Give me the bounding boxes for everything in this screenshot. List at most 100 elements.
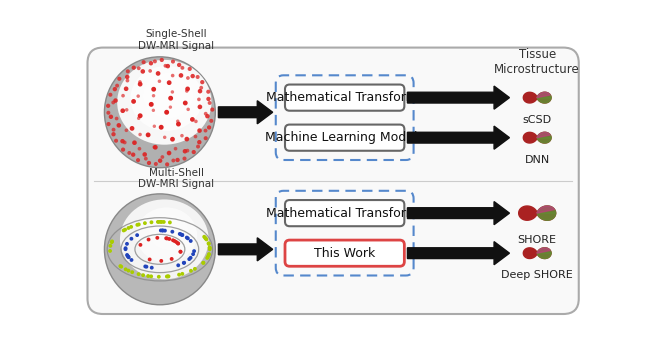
Circle shape	[207, 241, 211, 245]
Circle shape	[113, 98, 118, 103]
Circle shape	[127, 269, 131, 272]
Circle shape	[138, 243, 142, 247]
Circle shape	[165, 162, 169, 166]
Circle shape	[203, 237, 207, 240]
Circle shape	[153, 145, 156, 149]
Circle shape	[120, 108, 125, 113]
Circle shape	[176, 241, 179, 245]
Circle shape	[205, 237, 209, 241]
Circle shape	[142, 152, 147, 157]
Circle shape	[159, 125, 164, 130]
Circle shape	[191, 252, 195, 256]
Circle shape	[181, 66, 185, 70]
Circle shape	[124, 246, 127, 250]
Circle shape	[196, 145, 200, 149]
Circle shape	[185, 89, 188, 93]
Ellipse shape	[153, 79, 186, 109]
Circle shape	[179, 73, 183, 78]
Text: Deep SHORE: Deep SHORE	[501, 270, 573, 280]
Circle shape	[189, 269, 193, 273]
Circle shape	[161, 228, 164, 232]
Circle shape	[121, 147, 125, 152]
Circle shape	[156, 71, 161, 76]
Text: Machine Learning Models: Machine Learning Models	[265, 131, 424, 144]
Circle shape	[164, 110, 169, 115]
Circle shape	[194, 120, 198, 123]
Circle shape	[205, 114, 210, 118]
Circle shape	[209, 119, 213, 123]
Circle shape	[142, 60, 146, 64]
Circle shape	[166, 275, 170, 278]
Circle shape	[188, 67, 192, 71]
Circle shape	[206, 97, 211, 101]
Circle shape	[178, 232, 182, 236]
Text: Mathematical Transforms: Mathematical Transforms	[266, 207, 424, 219]
Circle shape	[138, 113, 142, 118]
Polygon shape	[218, 238, 273, 261]
Circle shape	[127, 255, 131, 259]
Circle shape	[138, 82, 142, 87]
Circle shape	[171, 59, 175, 64]
Circle shape	[166, 275, 170, 278]
Circle shape	[129, 258, 133, 262]
Circle shape	[125, 253, 129, 257]
Polygon shape	[537, 92, 550, 98]
Circle shape	[144, 157, 148, 161]
Circle shape	[160, 58, 164, 62]
Circle shape	[183, 101, 188, 105]
Circle shape	[138, 133, 142, 136]
FancyBboxPatch shape	[88, 48, 578, 314]
Circle shape	[183, 156, 187, 161]
Circle shape	[208, 246, 212, 250]
Ellipse shape	[105, 57, 215, 168]
Text: Tissue
Microstructure: Tissue Microstructure	[494, 48, 580, 76]
Circle shape	[120, 265, 123, 268]
Circle shape	[204, 112, 207, 116]
Circle shape	[141, 273, 145, 277]
Circle shape	[112, 87, 117, 91]
Text: Multi-Shell
DW-MRI Signal: Multi-Shell DW-MRI Signal	[138, 168, 214, 189]
Circle shape	[112, 128, 116, 132]
Circle shape	[157, 220, 161, 224]
Circle shape	[136, 158, 140, 162]
Circle shape	[149, 61, 153, 66]
Circle shape	[187, 257, 191, 261]
Circle shape	[148, 69, 152, 73]
Circle shape	[185, 149, 189, 153]
Circle shape	[109, 244, 112, 248]
Circle shape	[154, 162, 158, 166]
Circle shape	[192, 150, 196, 154]
Circle shape	[200, 86, 203, 90]
Circle shape	[160, 220, 164, 224]
Ellipse shape	[120, 199, 209, 279]
Circle shape	[163, 136, 166, 139]
Circle shape	[187, 108, 190, 111]
Circle shape	[169, 106, 172, 109]
Circle shape	[168, 237, 172, 241]
Circle shape	[107, 111, 111, 115]
Circle shape	[183, 149, 187, 154]
Circle shape	[197, 128, 202, 133]
Ellipse shape	[143, 73, 193, 118]
Circle shape	[109, 115, 113, 119]
Circle shape	[177, 63, 181, 67]
Circle shape	[117, 77, 122, 81]
Circle shape	[161, 155, 164, 159]
Circle shape	[131, 66, 136, 70]
Ellipse shape	[131, 66, 203, 131]
Circle shape	[177, 273, 181, 277]
Circle shape	[203, 236, 207, 240]
Circle shape	[136, 66, 140, 70]
Circle shape	[127, 151, 131, 155]
Circle shape	[171, 238, 175, 242]
Circle shape	[150, 275, 153, 278]
Circle shape	[210, 107, 215, 112]
Circle shape	[192, 249, 196, 253]
Circle shape	[131, 99, 136, 104]
Circle shape	[174, 147, 177, 150]
Circle shape	[153, 125, 156, 128]
Circle shape	[185, 137, 189, 141]
Circle shape	[208, 101, 212, 105]
Circle shape	[176, 122, 181, 126]
Ellipse shape	[150, 215, 188, 250]
